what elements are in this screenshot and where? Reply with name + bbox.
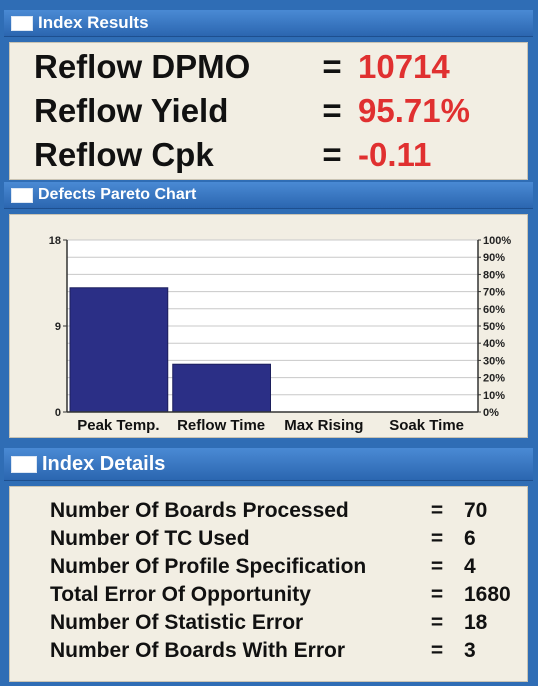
index-results-header: Index Results: [4, 10, 533, 37]
y2-tick-label: 40%: [483, 338, 505, 350]
detail-value: 6: [464, 527, 476, 550]
detail-label: Total Error Of Opportunity: [50, 583, 311, 606]
detail-row: Number Of Profile Specification = 4: [50, 553, 476, 581]
y2-tick-label: 90%: [483, 252, 505, 264]
pareto-chart-header: Defects Pareto Chart: [4, 182, 533, 209]
detail-equals: =: [430, 555, 444, 578]
detail-equals: =: [430, 527, 444, 550]
y2-tick-label: 80%: [483, 269, 505, 281]
x-tick-label: Peak Temp.: [77, 417, 159, 434]
detail-value: 4: [464, 555, 476, 578]
x-tick-label: Reflow Time: [177, 417, 265, 434]
pareto-chart-title: Defects Pareto Chart: [38, 186, 197, 203]
index-results-title: Index Results: [38, 13, 149, 32]
index-details-title: Index Details: [42, 452, 166, 475]
result-value: -0.11: [358, 136, 432, 173]
y2-tick-label: 30%: [483, 355, 505, 367]
index-results-panel: Index Results Reflow DPMO = 10714 Reflow…: [4, 10, 533, 180]
detail-equals: =: [430, 583, 444, 606]
result-value: 10714: [358, 48, 450, 85]
detail-value: 70: [464, 499, 488, 522]
x-tick-label: Max Rising: [284, 417, 363, 434]
y2-tick-label: 100%: [483, 235, 511, 247]
detail-row: Number Of Statistic Error = 18: [50, 609, 487, 637]
detail-value: 18: [464, 611, 488, 634]
result-equals: =: [322, 48, 342, 85]
y2-tick-label: 20%: [483, 373, 505, 385]
detail-value: 3: [464, 639, 476, 662]
y2-tick-label: 10%: [483, 390, 505, 402]
y-tick-label: 0: [55, 407, 61, 419]
detail-row: Number Of Boards Processed = 70: [50, 497, 487, 525]
detail-equals: =: [430, 639, 444, 662]
detail-label: Number Of Boards Processed: [50, 499, 349, 522]
window-icon: [11, 187, 33, 203]
index-details-panel: Index Details Number Of Boards Processed…: [4, 448, 533, 682]
y2-tick-label: 50%: [483, 321, 505, 333]
result-value: 95.71%: [358, 92, 470, 129]
result-equals: =: [322, 92, 342, 129]
bar: [172, 363, 271, 413]
detail-row: Number Of Boards With Error = 3: [50, 637, 476, 665]
result-row-yield: Reflow Yield = 95.71%: [34, 89, 470, 133]
result-label: Reflow Cpk: [34, 136, 214, 173]
detail-row: Number Of TC Used = 6: [50, 525, 476, 553]
result-label: Reflow DPMO: [34, 48, 251, 85]
index-details-body: Number Of Boards Processed = 70 Number O…: [9, 486, 528, 682]
detail-value: 1680: [464, 583, 511, 606]
y2-tick-label: 0%: [483, 407, 499, 419]
index-results-body: Reflow DPMO = 10714 Reflow Yield = 95.71…: [9, 42, 528, 180]
detail-equals: =: [430, 499, 444, 522]
result-equals: =: [322, 136, 342, 173]
result-label: Reflow Yield: [34, 92, 229, 129]
pareto-chart: 0 9 18 0% 10% 20% 30% 40% 50% 60% 70% 80% 90% 100% Pea…: [49, 235, 512, 434]
detail-label: Number Of Profile Specification: [50, 555, 367, 578]
y2-tick-label: 60%: [483, 304, 505, 316]
detail-equals: =: [430, 611, 444, 634]
y-tick-label: 18: [49, 235, 61, 247]
window-icon: [11, 455, 37, 473]
result-row-cpk: Reflow Cpk = -0.11: [34, 133, 431, 177]
pareto-chart-body: 0 9 18 0% 10% 20% 30% 40% 50% 60% 70% 80% 90% 100% Pea…: [9, 214, 528, 438]
detail-label: Number Of Statistic Error: [50, 611, 304, 634]
index-details-header: Index Details: [4, 448, 533, 481]
y-tick-label: 9: [55, 321, 61, 333]
detail-row: Total Error Of Opportunity = 1680: [50, 581, 511, 609]
window-icon: [11, 15, 33, 31]
detail-label: Number Of TC Used: [50, 527, 250, 550]
x-tick-label: Soak Time: [389, 417, 464, 434]
bar: [69, 287, 169, 413]
result-row-dpmo: Reflow DPMO = 10714: [34, 45, 450, 89]
detail-label: Number Of Boards With Error: [50, 639, 346, 662]
y2-tick-label: 70%: [483, 287, 505, 299]
pareto-chart-panel: Defects Pareto Chart 0 9 18 0% 10% 20% 30% 40% 5…: [4, 182, 533, 442]
